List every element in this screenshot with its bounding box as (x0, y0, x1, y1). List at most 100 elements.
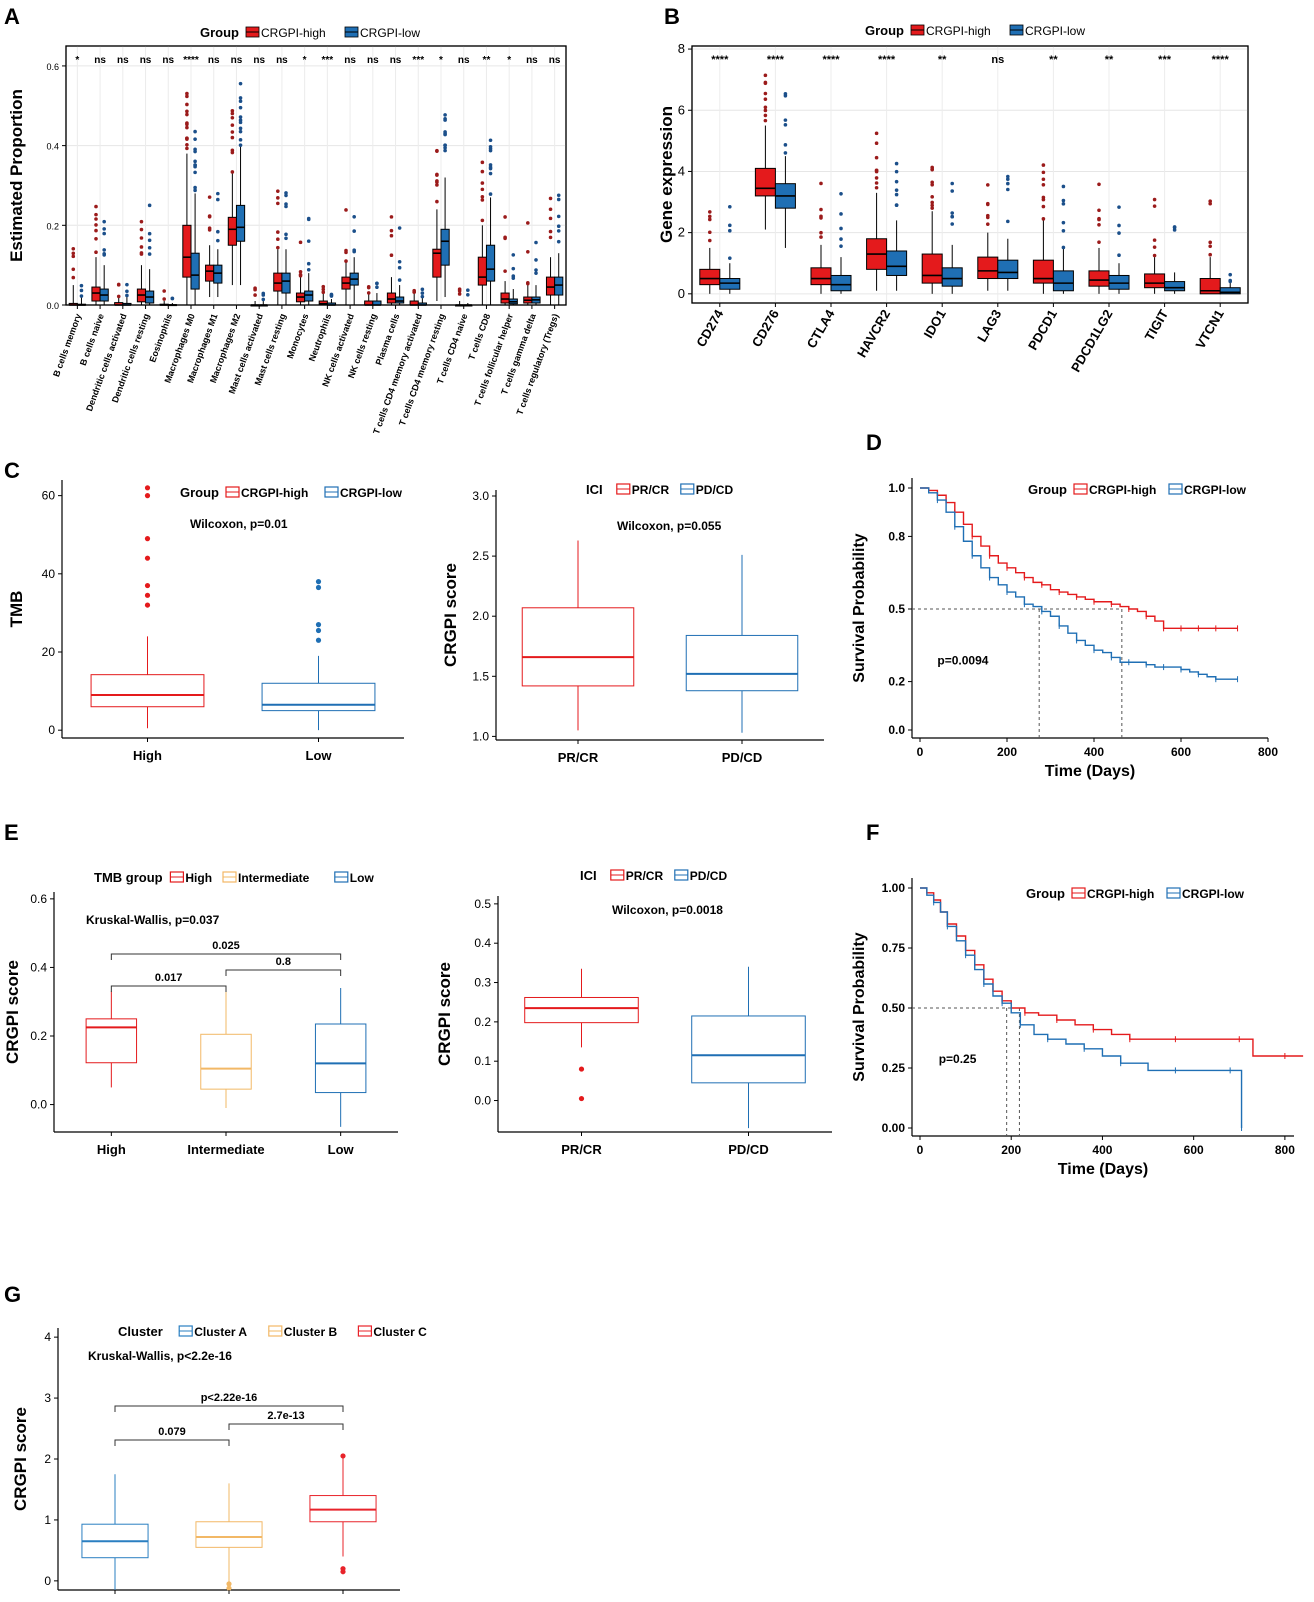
significance-label: ** (483, 55, 491, 66)
outlier-point (534, 258, 538, 262)
box-body (500, 292, 510, 304)
outlier-point (950, 189, 955, 193)
outlier-point (548, 235, 553, 240)
y-axis-title: Survival Probability (851, 533, 868, 682)
legend-label: Intermediate (238, 871, 310, 885)
box-body (91, 286, 101, 302)
panel-label-a: A (4, 4, 20, 29)
outlier-point (230, 109, 235, 113)
outlier-point (556, 239, 561, 244)
panel-label-f: F (866, 820, 879, 845)
outlier-point (193, 185, 197, 190)
outlier-point (352, 214, 356, 219)
outlier-point (284, 232, 288, 237)
legend-title: Cluster (118, 1324, 163, 1339)
comparison-pvalue: 0.079 (158, 1426, 186, 1438)
outlier-point (480, 187, 485, 192)
y-tick-label: 0.2 (474, 1015, 491, 1029)
outlier-point (985, 183, 990, 187)
y-tick-label: 3 (44, 1391, 51, 1405)
y-tick-label: 0.75 (882, 941, 906, 955)
outlier-point (578, 1066, 585, 1072)
outlier-point (707, 210, 712, 214)
outlier-point (397, 226, 402, 230)
outlier-point (79, 294, 84, 298)
outlier-point (534, 271, 538, 275)
y-tick-label: 0.5 (474, 897, 491, 911)
outlier-point (230, 170, 235, 174)
outlier-point (783, 118, 788, 122)
outlier-point (216, 197, 220, 202)
outlier-point (1006, 219, 1010, 224)
outlier-point (397, 260, 402, 264)
outlier-point (578, 1095, 585, 1102)
outlier-point (1097, 223, 1101, 227)
comparison-bracket (228, 1423, 344, 1430)
outlier-point (344, 259, 348, 263)
outlier-point (548, 196, 553, 201)
panel-label-e: E (4, 820, 19, 845)
x-tick-label: High (97, 1142, 126, 1157)
survival-curve (920, 887, 1243, 1128)
box-body (754, 167, 776, 197)
significance-label: ns (231, 55, 243, 66)
outlier-point (930, 206, 934, 210)
outlier-point (435, 180, 439, 184)
y-tick-label: 2.0 (472, 609, 489, 623)
box-body (1032, 259, 1054, 284)
significance-label: * (507, 55, 511, 66)
outlier-point (315, 584, 322, 591)
outlier-point (352, 229, 356, 233)
significance-label: **** (711, 54, 729, 66)
y-tick-label: 1.5 (472, 669, 489, 683)
outlier-point (839, 226, 843, 231)
outlier-point (226, 1585, 232, 1591)
outlier-point (230, 115, 235, 120)
outlier-point (480, 181, 485, 185)
outlier-point (375, 281, 379, 286)
significance-label: ** (1049, 54, 1058, 66)
box-body (213, 264, 223, 284)
outlier-point (389, 233, 394, 238)
box-body (554, 276, 564, 296)
outlier-point (985, 222, 990, 226)
outlier-point (480, 195, 485, 199)
x-tick-label: 600 (1184, 1143, 1204, 1157)
outlier-point (1117, 253, 1121, 257)
box-body (691, 1015, 806, 1084)
significance-label: ns (208, 55, 220, 66)
stat-annotation: Wilcoxon, p=0.01 (190, 517, 288, 531)
y-tick-label: 0.4 (46, 142, 59, 152)
outlier-point (894, 188, 899, 192)
chart-c-tmb: 0 20 40 60 TMB High Low Wilcoxon, p=0.01 Group CR… (7, 480, 404, 763)
comparison-pvalue: 2.7e-13 (267, 1410, 304, 1422)
outlier-point (435, 183, 439, 187)
outlier-point (321, 287, 326, 292)
outlier-point (79, 283, 84, 288)
outlier-point (366, 291, 371, 295)
y-tick-label: 1 (44, 1513, 51, 1527)
outlier-point (185, 146, 189, 151)
y-tick-label: 4 (678, 163, 685, 178)
outlier-point (315, 622, 322, 628)
outlier-point (763, 108, 768, 113)
y-tick-label: 1.0 (472, 729, 489, 743)
outlier-point (556, 224, 561, 228)
x-tick-label: T cells regulatory (Tregs) (515, 312, 561, 416)
outlier-point (125, 293, 129, 298)
outlier-point (1208, 199, 1212, 204)
comparison-pvalue: p<2.22e-16 (201, 1392, 258, 1404)
outlier-point (511, 274, 516, 278)
outlier-point (284, 191, 288, 195)
outlier-point (1152, 204, 1157, 208)
outlier-point (488, 192, 493, 196)
outlier-point (144, 602, 151, 608)
outlier-point (170, 296, 175, 301)
stat-annotation: Wilcoxon, p=0.055 (617, 519, 722, 533)
y-tick-label: 6 (678, 102, 685, 117)
comparison-bracket (110, 985, 227, 992)
outlier-point (1152, 245, 1157, 249)
outlier-point (139, 219, 144, 224)
outlier-point (238, 96, 243, 100)
outlier-point (526, 221, 530, 225)
